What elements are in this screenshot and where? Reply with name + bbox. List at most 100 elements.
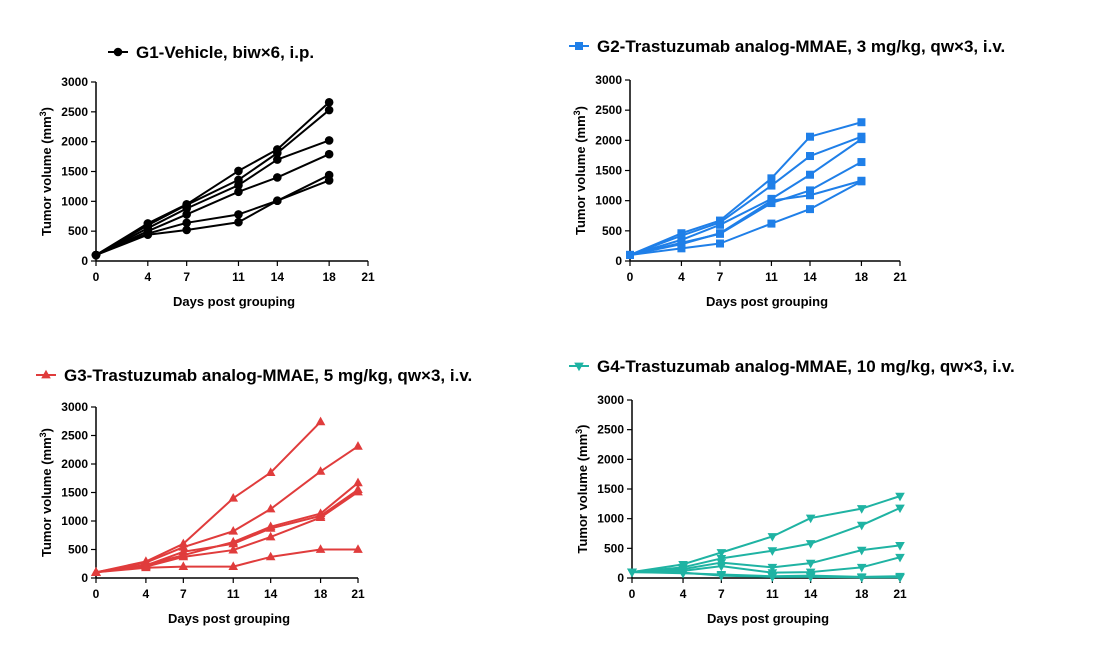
series-line-6	[629, 180, 862, 256]
x-tick-label: 14	[271, 270, 285, 284]
legend: G4-Trastuzumab analog-MMAE, 10 mg/kg, qw…	[569, 357, 1015, 376]
x-axis-label: Days post grouping	[173, 294, 295, 309]
x-axis-label: Days post grouping	[168, 611, 290, 626]
data-point-s2-5	[805, 540, 816, 549]
x-tick-label: 14	[264, 587, 278, 601]
data-point-s3-4	[234, 180, 243, 190]
legend-marker	[575, 42, 583, 50]
y-tick-label: 1000	[61, 514, 88, 528]
y-tick-label: 2000	[61, 457, 88, 471]
y-tick-label: 0	[81, 571, 88, 585]
data-point-s6-2	[143, 230, 153, 240]
y-tick-label: 0	[617, 571, 624, 585]
x-axis-label: Days post grouping	[706, 294, 828, 309]
data-point-s6-1	[627, 568, 637, 578]
data-point-s2-4	[767, 181, 776, 190]
data-point-s1-4	[767, 174, 776, 183]
data-point-s4-6	[856, 563, 867, 573]
data-point-s4-5	[265, 523, 276, 532]
data-point-s5-4	[228, 544, 239, 554]
data-point-s4-3	[178, 546, 189, 556]
chart-panel-3: G3-Trastuzumab analog-MMAE, 5 mg/kg, qw×…	[36, 366, 472, 626]
data-point-s3-5	[806, 170, 814, 179]
data-point-s1-5	[806, 132, 814, 141]
data-point-s4-5	[806, 186, 814, 195]
data-point-s6-2	[141, 562, 151, 572]
data-point-s3-7	[353, 477, 363, 487]
data-point-s3-3	[182, 204, 191, 213]
data-point-s2-5	[273, 148, 282, 158]
data-point-s2-3	[178, 542, 189, 551]
series-line-1	[629, 121, 862, 256]
series-line-2	[631, 507, 901, 574]
legend: G1-Vehicle, biw×6, i.p.	[108, 43, 314, 62]
x-tick-label: 18	[855, 270, 869, 284]
x-axis-label: Days post grouping	[707, 611, 829, 626]
y-tick-label: 2000	[595, 133, 622, 147]
legend-label: G4-Trastuzumab analog-MMAE, 10 mg/kg, qw…	[597, 357, 1015, 376]
y-tick-label: 1000	[61, 194, 88, 208]
data-point-s3-5	[273, 155, 282, 164]
series-line-6	[95, 179, 330, 256]
y-tick-label: 3000	[61, 75, 88, 89]
series-line-3	[95, 139, 330, 256]
x-tick-label: 11	[766, 587, 779, 601]
data-point-s2-2	[677, 231, 686, 240]
data-point-s5-3	[178, 551, 189, 561]
data-point-s4-6	[857, 158, 866, 167]
data-point-s1-5	[805, 514, 816, 524]
y-tick-label: 500	[68, 543, 88, 557]
data-point-s6-6	[324, 176, 334, 185]
data-point-s1-6	[324, 97, 334, 107]
chart-panel-1: G1-Vehicle, biw×6, i.p. 0 500 1000 1500 2000 2…	[38, 43, 375, 309]
y-tick-label: 3000	[597, 393, 624, 407]
x-tick-label: 14	[804, 587, 818, 601]
data-point-s5-2	[677, 240, 686, 249]
data-point-s6-4	[234, 217, 243, 227]
data-point-s5-5	[265, 531, 276, 541]
x-tick-label: 18	[855, 587, 869, 601]
y-tick-label: 0	[81, 254, 88, 268]
y-tick-label: 2500	[61, 429, 88, 443]
y-tick-label: 1500	[597, 482, 624, 496]
legend-marker	[113, 47, 123, 57]
data-point-s2-7	[353, 441, 363, 450]
y-tick-label: 3000	[61, 400, 88, 414]
y-tick-label: 1000	[595, 194, 622, 208]
data-point-s2-5	[806, 152, 814, 161]
legend-label: G2-Trastuzumab analog-MMAE, 3 mg/kg, qw×…	[597, 37, 1005, 56]
data-point-s6-5	[805, 573, 816, 583]
data-point-s1-3	[716, 549, 727, 558]
x-tick-label: 18	[322, 270, 336, 284]
data-point-s2-6	[315, 466, 326, 475]
legend: G3-Trastuzumab analog-MMAE, 5 mg/kg, qw×…	[36, 366, 472, 385]
data-point-s5-6	[315, 512, 326, 521]
series-line-1	[95, 101, 330, 256]
data-point-s2-5	[265, 503, 276, 513]
data-point-s5-3	[716, 229, 724, 238]
series-line-4	[95, 153, 330, 256]
y-tick-label: 2500	[595, 103, 622, 117]
legend-label: G3-Trastuzumab analog-MMAE, 5 mg/kg, qw×…	[64, 366, 472, 385]
x-tick-label: 21	[351, 587, 365, 601]
y-tick-label: 2000	[61, 135, 88, 149]
data-point-s4-4	[234, 187, 243, 197]
y-axis-label: Tumor volume (mm3)	[38, 107, 54, 236]
data-point-s6-4	[767, 219, 776, 228]
data-point-s4-3	[716, 562, 727, 572]
x-tick-label: 21	[893, 587, 907, 601]
data-point-s3-7	[895, 541, 905, 551]
data-point-s6-6	[315, 544, 326, 553]
x-tick-label: 21	[361, 270, 375, 284]
y-tick-label: 2000	[597, 452, 624, 466]
x-tick-label: 14	[803, 270, 817, 284]
series-line-3	[95, 482, 359, 574]
y-axis-label: Tumor volume (mm3)	[38, 428, 54, 557]
x-tick-label: 11	[232, 270, 245, 284]
y-axis-label: Tumor volume (mm3)	[574, 424, 590, 553]
x-tick-label: 0	[93, 270, 100, 284]
legend-marker	[574, 362, 584, 372]
y-tick-label: 1500	[61, 486, 88, 500]
data-point-s6-6	[857, 177, 866, 186]
y-tick-label: 500	[68, 224, 88, 238]
